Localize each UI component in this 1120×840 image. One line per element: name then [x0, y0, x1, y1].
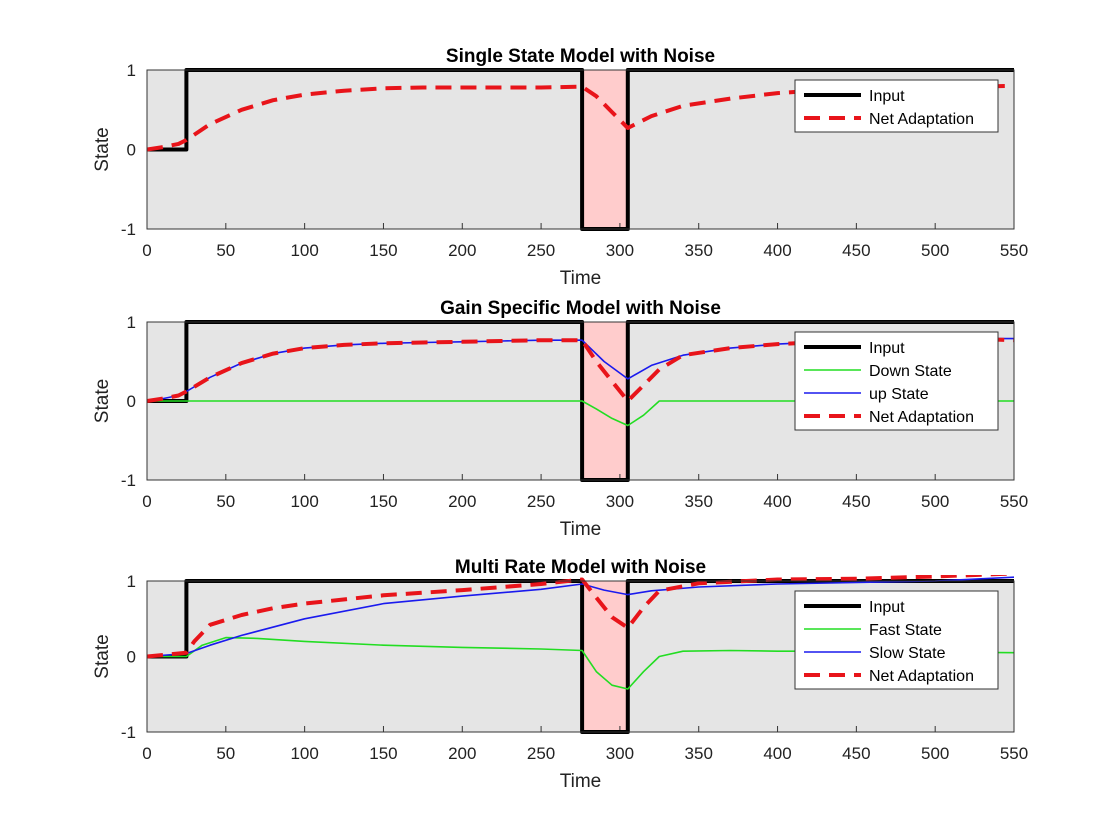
- x-tick-label: 0: [142, 744, 151, 763]
- legend-entry: up State: [869, 386, 929, 403]
- series-line-1: [147, 68, 1014, 231]
- x-tick-label: 0: [142, 492, 151, 511]
- x-tick-label: 300: [606, 492, 634, 511]
- x-tick-label: 250: [527, 241, 555, 260]
- legend-entry: Net Adaptation: [869, 668, 974, 685]
- x-tick-label: 400: [763, 241, 791, 260]
- x-tick-label: 250: [527, 744, 555, 763]
- series-line-1: [147, 579, 1014, 734]
- chart-title: Multi Rate Model with Noise: [455, 557, 706, 578]
- x-tick-label: 300: [606, 744, 634, 763]
- legend-entry: Down State: [869, 363, 952, 380]
- y-tick-label: 0: [127, 648, 136, 667]
- legend-entry: Input: [869, 88, 905, 105]
- x-axis-label: Time: [560, 519, 602, 540]
- legend: Input Net Adaptation: [794, 79, 999, 133]
- x-tick-label: 350: [685, 241, 713, 260]
- series-line-2: [147, 400, 1014, 427]
- y-axis-label: State: [92, 379, 113, 423]
- series-group: [147, 68, 1014, 231]
- y-tick-label: 0: [127, 392, 136, 411]
- series-line-2: [147, 83, 1014, 152]
- shaded-region: [582, 581, 628, 732]
- chart-title: Gain Specific Model with Noise: [440, 298, 721, 319]
- chart-panel-3: 0 50 100 150 200 250 300 350 400 450 500 550 -1 0 1 Mul…: [92, 557, 1028, 792]
- shaded-region: [582, 322, 628, 480]
- x-tick-label: 0: [142, 241, 151, 260]
- x-tick-label: 250: [527, 492, 555, 511]
- x-axis-label: Time: [560, 771, 602, 792]
- x-tick-label: 100: [290, 241, 318, 260]
- legend: Input Fast State Slow State Net Adaptation: [794, 590, 999, 690]
- x-tick-label: 350: [685, 492, 713, 511]
- legend-entry: Input: [869, 599, 905, 616]
- x-tick-label: 550: [1000, 744, 1028, 763]
- x-tick-label: 100: [290, 744, 318, 763]
- axis-box: [146, 580, 1015, 733]
- x-tick-label: 400: [763, 492, 791, 511]
- x-tick-label: 450: [842, 744, 870, 763]
- axis-box: [146, 321, 1015, 481]
- chart-panel-1: 0 50 100 150 200 250 300 350 400 450 500 550 -1 0 1 Sin…: [92, 46, 1028, 289]
- x-tick-label: 50: [216, 492, 235, 511]
- x-tick-label: 150: [369, 241, 397, 260]
- y-tick-label: 1: [127, 61, 136, 80]
- x-tick-label: 450: [842, 492, 870, 511]
- x-tick-label: 50: [216, 744, 235, 763]
- x-tick-label: 200: [448, 744, 476, 763]
- x-tick-label: 400: [763, 744, 791, 763]
- shaded-region: [582, 70, 628, 229]
- x-tick-label: 300: [606, 241, 634, 260]
- y-axis-label: State: [92, 634, 113, 678]
- legend-entry: Net Adaptation: [869, 409, 974, 426]
- x-tick-label: 150: [369, 492, 397, 511]
- y-tick-label: 1: [127, 572, 136, 591]
- x-tick-label: 500: [921, 744, 949, 763]
- legend-entry: Input: [869, 340, 905, 357]
- y-axis-label: State: [92, 127, 113, 171]
- y-tick-label: 0: [127, 141, 136, 160]
- x-tick-label: 550: [1000, 492, 1028, 511]
- x-tick-label: 50: [216, 241, 235, 260]
- legend-entry: Fast State: [869, 622, 942, 639]
- y-tick-label: -1: [121, 471, 136, 490]
- x-tick-label: 500: [921, 241, 949, 260]
- x-axis-label: Time: [560, 268, 602, 289]
- x-tick-label: 100: [290, 492, 318, 511]
- chart-title: Single State Model with Noise: [446, 46, 715, 67]
- x-tick-label: 200: [448, 492, 476, 511]
- y-tick-label: -1: [121, 220, 136, 239]
- chart-panel-2: 0 50 100 150 200 250 300 350 400 450 500 550 -1 0 1 Gai…: [92, 298, 1028, 540]
- x-tick-label: 200: [448, 241, 476, 260]
- legend-box: [794, 79, 999, 133]
- legend: Input Down State up State Net Adaptation: [794, 331, 999, 431]
- legend-entry: Slow State: [869, 645, 946, 662]
- x-tick-label: 500: [921, 492, 949, 511]
- x-tick-label: 150: [369, 744, 397, 763]
- x-tick-label: 450: [842, 241, 870, 260]
- x-tick-label: 350: [685, 744, 713, 763]
- y-tick-label: -1: [121, 723, 136, 742]
- y-tick-label: 1: [127, 313, 136, 332]
- axis-box: [146, 69, 1015, 230]
- legend-entry: Net Adaptation: [869, 111, 974, 128]
- x-tick-label: 550: [1000, 241, 1028, 260]
- series-line-3: [147, 576, 1014, 658]
